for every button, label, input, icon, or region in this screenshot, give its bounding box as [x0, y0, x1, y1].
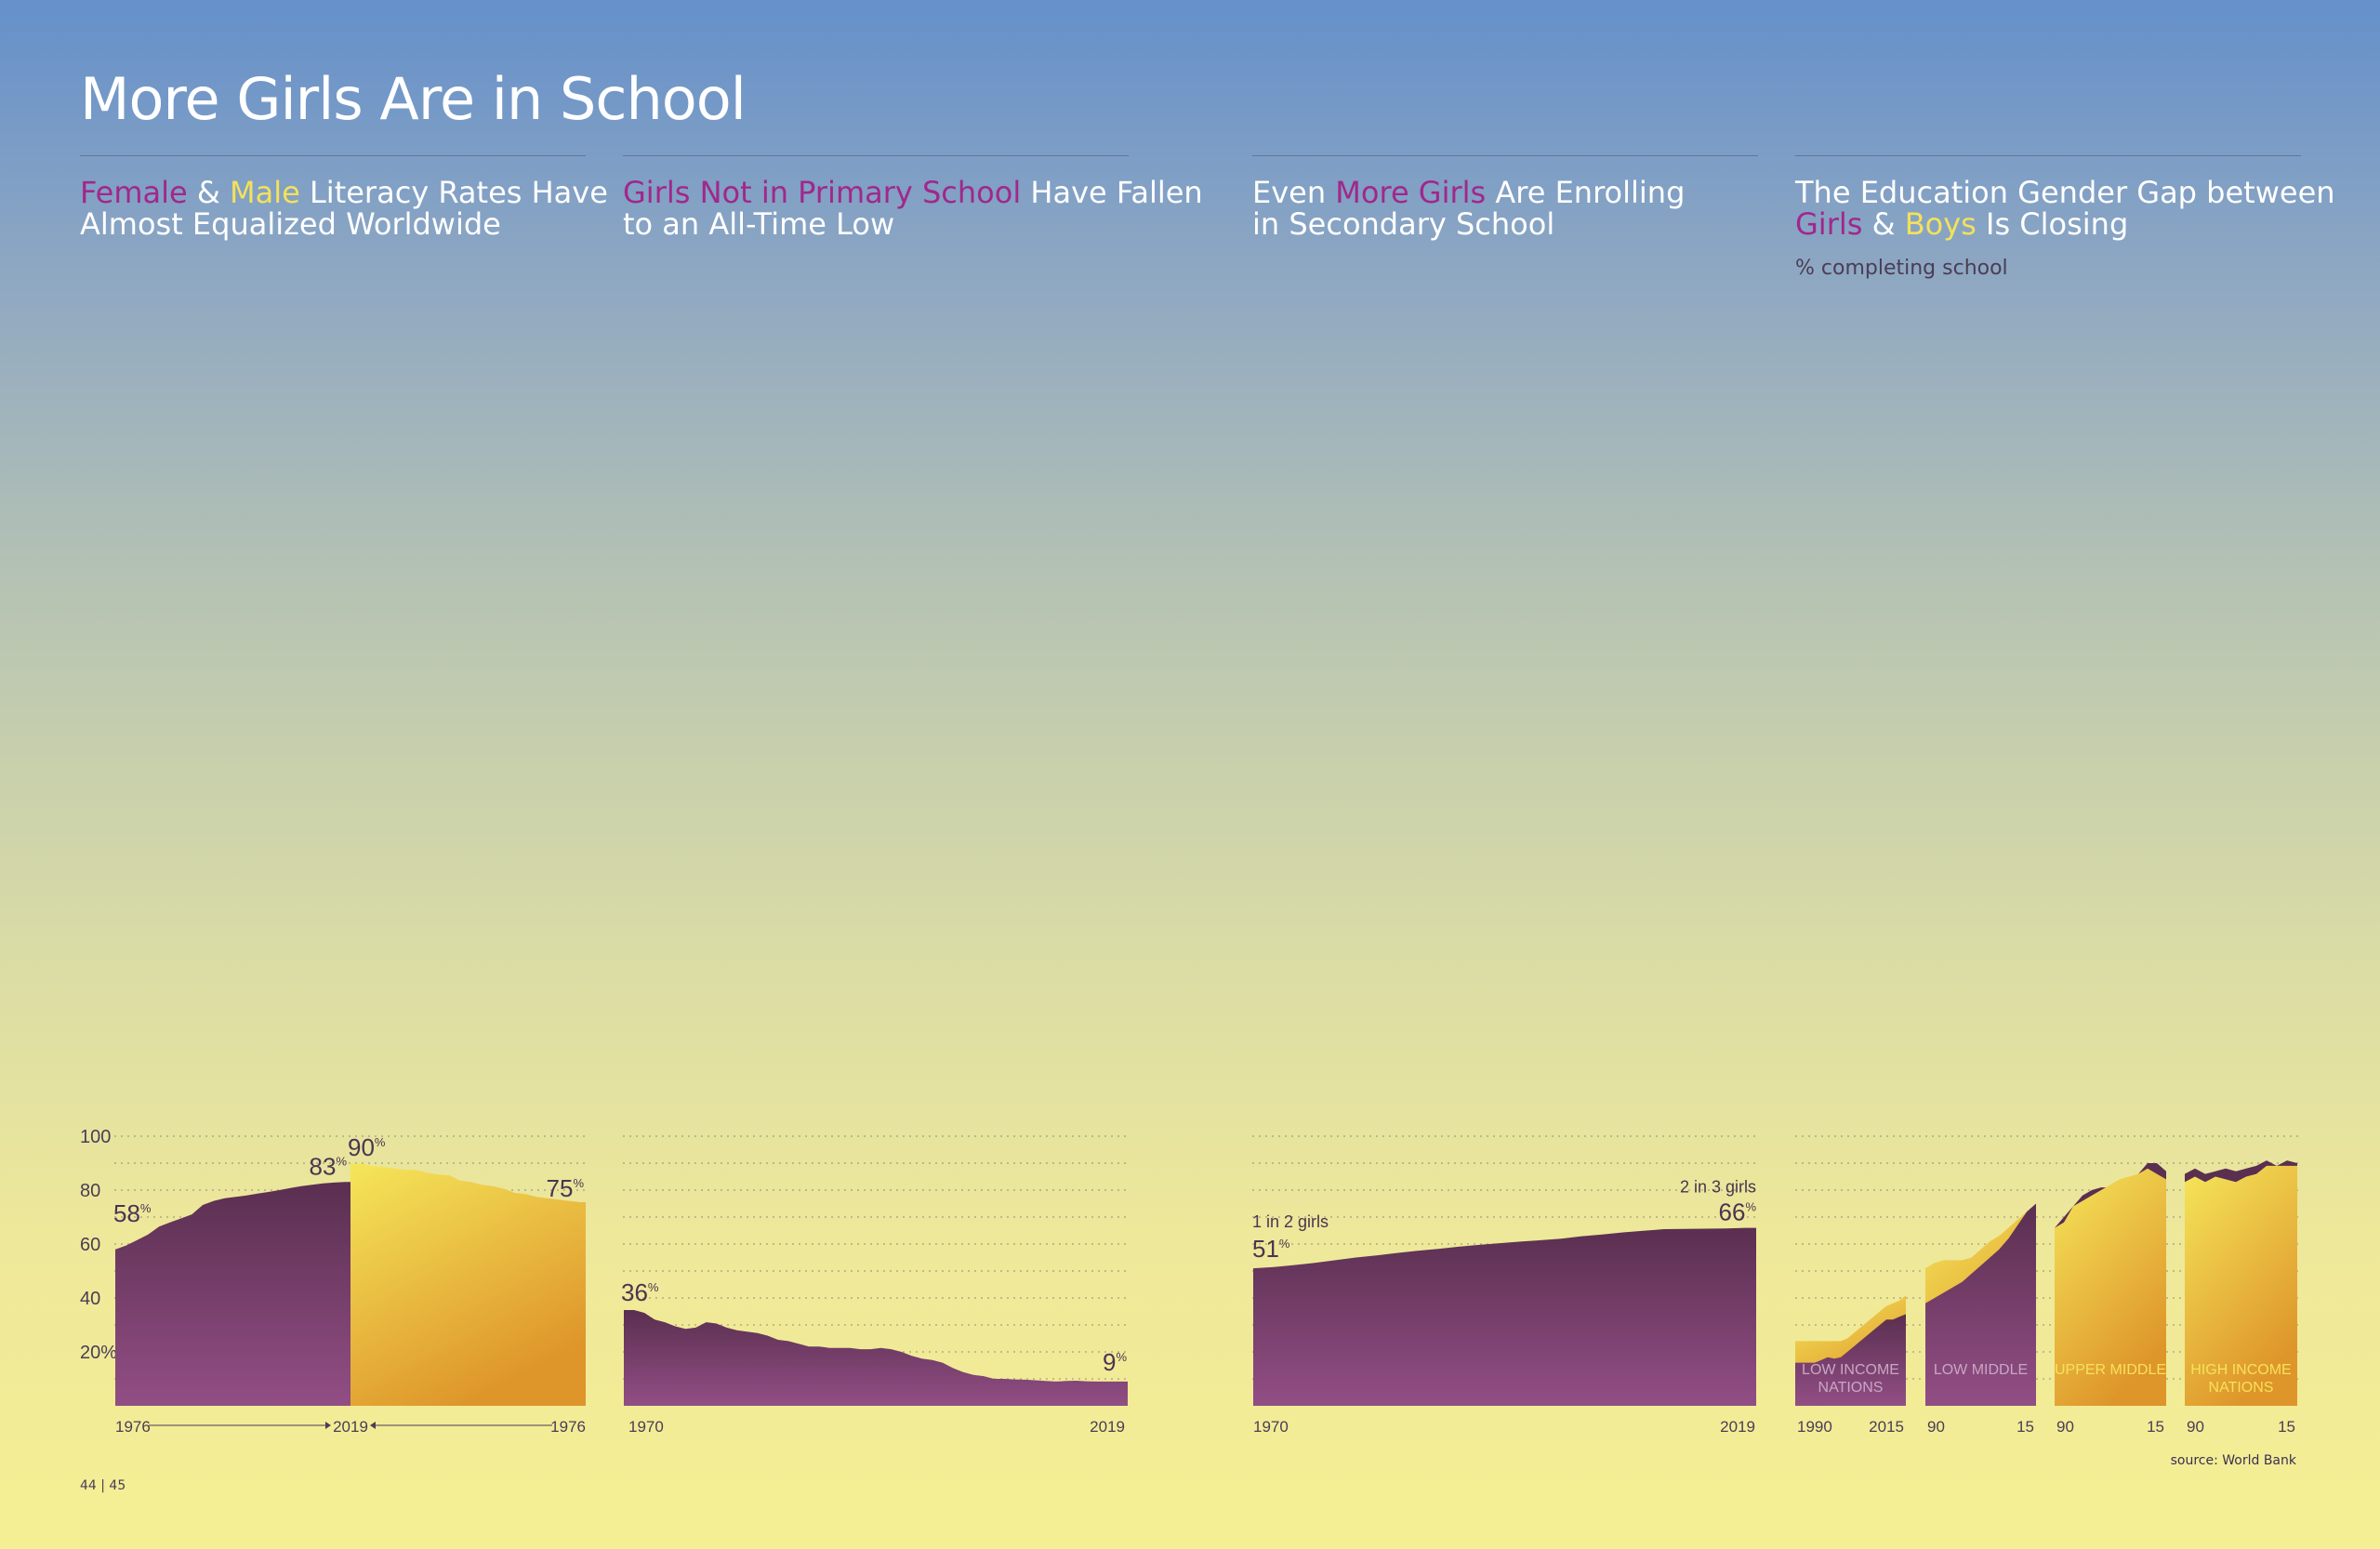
group-label: NATIONS — [1818, 1380, 1884, 1396]
secondary-area — [1253, 1227, 1756, 1406]
x-tick-label: 2019 — [1720, 1418, 1755, 1436]
x-tick-label: 1976 — [115, 1418, 151, 1436]
female-1976-label: 58% — [113, 1199, 152, 1227]
gender-gap-heading-boys: Boys — [1904, 206, 1977, 242]
male-2019-label: 90% — [348, 1133, 386, 1161]
arrow-head — [370, 1422, 376, 1429]
x-tick-label: 15 — [2278, 1418, 2295, 1436]
x-tick-label: 90 — [1927, 1418, 1945, 1436]
literacy-heading-rest: Literacy Rates Have — [299, 175, 608, 210]
gender-gap-heading-rest: Is Closing — [1976, 206, 2129, 242]
secondary-heading-start: Even — [1252, 175, 1336, 210]
x-tick-label: 1970 — [628, 1418, 664, 1436]
page-title: More Girls Are in School — [80, 65, 747, 133]
rule-secondary — [1252, 155, 1758, 156]
secondary-heading: Even More Girls Are Enrolling in Seconda… — [1252, 177, 1685, 240]
secondary-1970-label: 51% — [1252, 1235, 1290, 1263]
secondary-1970-note: 1 in 2 girls — [1252, 1212, 1329, 1231]
x-tick-label: 1976 — [550, 1418, 586, 1436]
y-tick-label: 60 — [80, 1235, 100, 1255]
girls-area-1 — [1925, 1203, 2036, 1406]
literacy-heading-line2: Almost Equalized Worldwide — [80, 206, 501, 242]
not-in-school-1970-label: 36% — [621, 1278, 659, 1306]
rule-gender-gap — [1795, 155, 2301, 156]
secondary-heading-emph: More Girls — [1335, 175, 1487, 210]
literacy-heading: Female & Male Literacy Rates Have Almost… — [80, 177, 608, 240]
x-tick-label: 90 — [2187, 1418, 2204, 1436]
group-label: HIGH INCOME — [2190, 1362, 2291, 1378]
x-tick-label: 2015 — [1869, 1418, 1904, 1436]
rule-not-in-school — [623, 155, 1129, 156]
gender-gap-heading-amp: & — [1862, 206, 1905, 242]
rule-literacy — [80, 155, 586, 156]
not-in-school-2019-label: 9% — [1103, 1348, 1127, 1376]
x-tick-label: 15 — [2016, 1418, 2034, 1436]
male-1976-label: 75% — [547, 1174, 585, 1202]
not-in-school-heading-line2: to an All-Time Low — [623, 206, 895, 242]
x-tick-label: 2019 — [1090, 1418, 1125, 1436]
source-note: source: World Bank — [2170, 1453, 2296, 1468]
gender-gap-heading: The Education Gender Gap between Girls &… — [1795, 177, 2335, 240]
group-label: UPPER MIDDLE — [2055, 1362, 2166, 1378]
y-tick-label: 20% — [80, 1343, 117, 1363]
girls-area-0 — [1795, 1314, 1906, 1406]
x-tick-label: 90 — [2056, 1418, 2074, 1436]
x-tick-label: 15 — [2147, 1418, 2164, 1436]
not-in-school-heading: Girls Not in Primary School Have Fallen … — [623, 177, 1203, 240]
secondary-heading-line2: in Secondary School — [1252, 206, 1555, 242]
group-label: LOW INCOME — [1802, 1362, 1899, 1378]
boys-area-2 — [2055, 1168, 2166, 1406]
group-label: LOW MIDDLE — [1934, 1362, 2028, 1378]
secondary-heading-rest: Are Enrolling — [1486, 175, 1686, 210]
group-label: NATIONS — [2209, 1380, 2274, 1396]
male-literacy-area — [350, 1163, 586, 1406]
page-folio: 44 | 45 — [80, 1478, 126, 1493]
not-in-school-heading-rest: Have Fallen — [1021, 175, 1203, 210]
not-in-school-heading-emph: Girls Not in Primary School — [623, 175, 1022, 210]
boys-area-3 — [2185, 1165, 2297, 1406]
female-literacy-area — [115, 1182, 350, 1406]
y-tick-label: 100 — [80, 1127, 111, 1147]
secondary-2019-note: 2 in 3 girls — [1680, 1178, 1756, 1197]
y-tick-label: 80 — [80, 1181, 100, 1201]
x-tick-label: 1990 — [1797, 1418, 1832, 1436]
gender-gap-heading-girls: Girls — [1795, 206, 1863, 242]
literacy-heading-female: Female — [80, 175, 188, 210]
literacy-heading-male: Male — [230, 175, 300, 210]
not-in-school-area — [624, 1310, 1128, 1406]
literacy-heading-amp: & — [187, 175, 230, 210]
x-tick-label: 1970 — [1253, 1418, 1289, 1436]
x-tick-label: 2019 — [333, 1418, 368, 1436]
female-2019-label: 83% — [310, 1152, 348, 1180]
gender-gap-heading-line1: The Education Gender Gap between — [1795, 175, 2335, 210]
y-tick-label: 40 — [80, 1289, 100, 1309]
secondary-2019-label: 66% — [1719, 1198, 1757, 1226]
gender-gap-subtitle: % completing school — [1795, 257, 2008, 280]
arrow-head — [325, 1422, 331, 1429]
